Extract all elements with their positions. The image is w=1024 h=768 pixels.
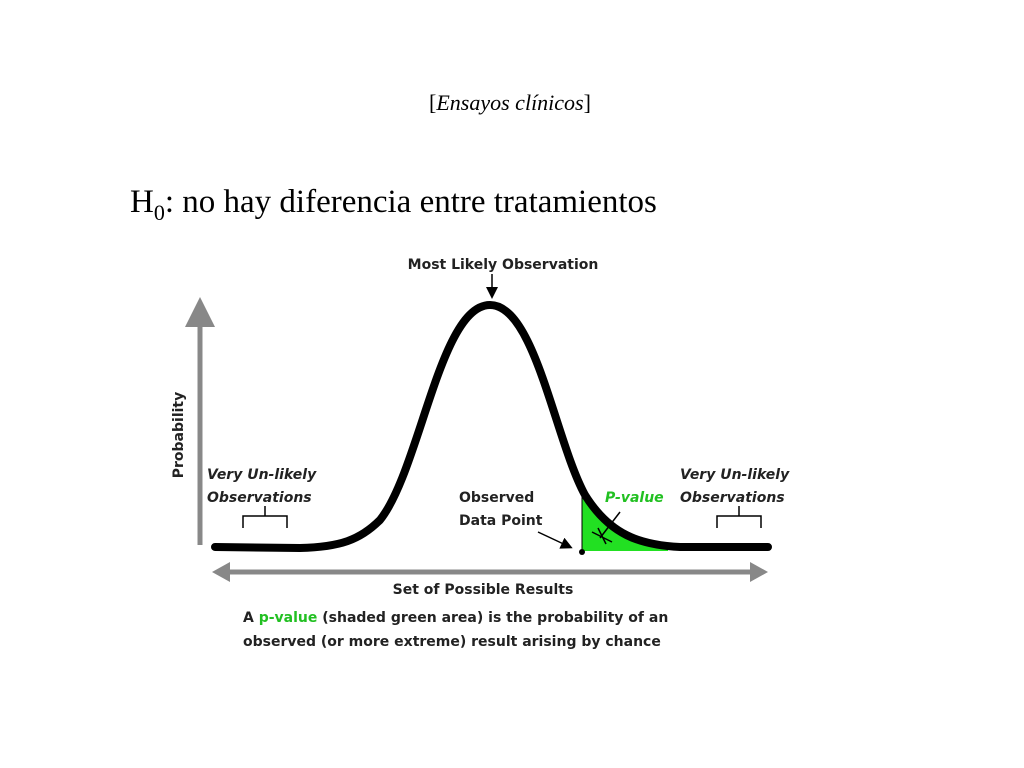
observed-arrow (537, 531, 573, 549)
bell-curve (211, 300, 772, 553)
left-label: Very Un-likely (207, 467, 317, 483)
y-axis-label: Probability (171, 392, 187, 479)
right-bracket (716, 506, 762, 528)
caption: A p-value (shaded green area) is the pro… (243, 610, 668, 626)
data-point (579, 549, 585, 555)
observed-label: Data Point (459, 513, 543, 529)
left-label: Observations (207, 490, 312, 506)
caption-text: A (243, 610, 259, 626)
p-value-pointer (591, 511, 621, 545)
bracket: ] (584, 90, 591, 115)
x-axis-label: Set of Possible Results (393, 582, 574, 598)
caption-highlight: p-value (259, 610, 318, 626)
hypothesis-text: : no hay diferencia entre tratamientos (165, 184, 657, 220)
caption: observed (or more extreme) result arisin… (243, 634, 661, 650)
p-value-label: P-value (605, 490, 664, 506)
caption-text: (shaded green area) is the probability o… (317, 610, 668, 626)
h-symbol: H (130, 184, 154, 220)
slide-title: [Ensayos clínicos] (429, 90, 591, 115)
title-text: Ensayos clínicos (435, 90, 583, 115)
subscript: 0 (154, 200, 165, 225)
right-label: Observations (680, 490, 785, 506)
observed-label: Observed (459, 490, 534, 506)
left-bracket (242, 506, 288, 528)
p-value-area (582, 490, 668, 551)
bracket: [ (429, 90, 436, 115)
hypothesis: H0: no hay diferencia entre tratamientos (130, 184, 657, 225)
right-label: Very Un-likely (680, 467, 790, 483)
peak-label: Most Likely Observation (408, 257, 599, 273)
